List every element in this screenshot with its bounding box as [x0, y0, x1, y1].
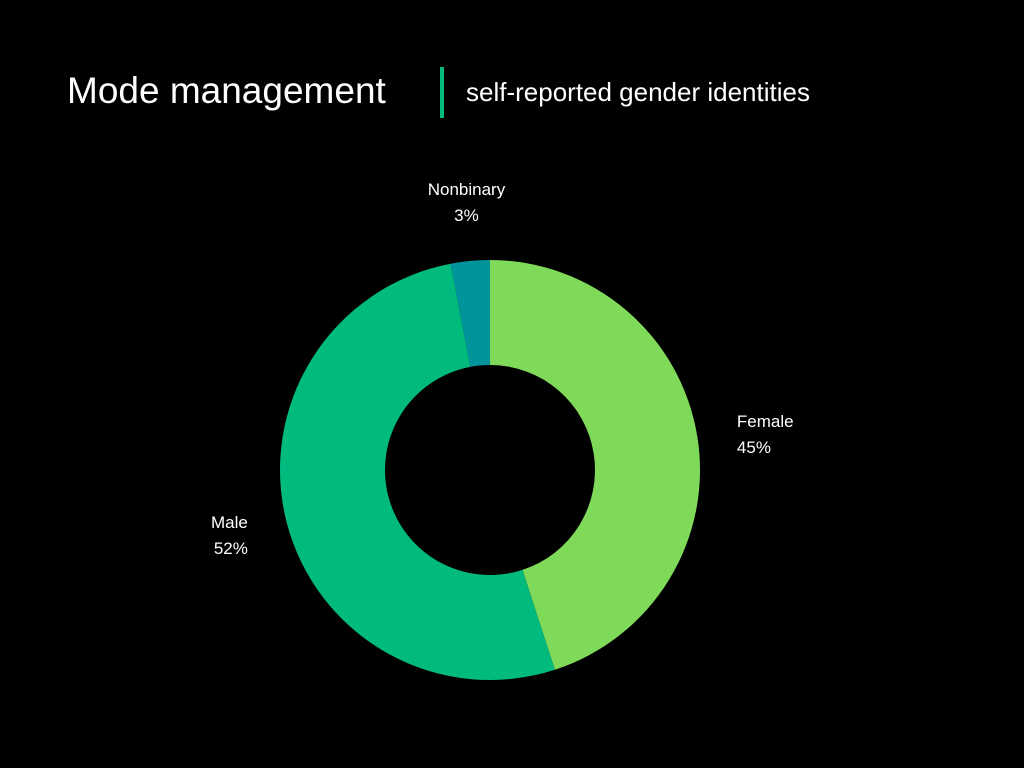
- page-subtitle: self-reported gender identities: [466, 77, 810, 107]
- slice-label-nonbinary: Nonbinary: [428, 180, 506, 199]
- slice-nonbinary: [450, 260, 490, 367]
- slice-label-male: Male: [211, 513, 248, 532]
- slice-value-female: 45%: [737, 438, 771, 457]
- slice-female: [490, 260, 700, 670]
- slice-value-male: 52%: [214, 539, 248, 558]
- slice-value-nonbinary: 3%: [454, 206, 479, 225]
- slice-label-female: Female: [737, 412, 794, 431]
- page-title: Mode management: [67, 70, 386, 111]
- title-divider: [440, 67, 444, 118]
- slice-male: [280, 263, 555, 680]
